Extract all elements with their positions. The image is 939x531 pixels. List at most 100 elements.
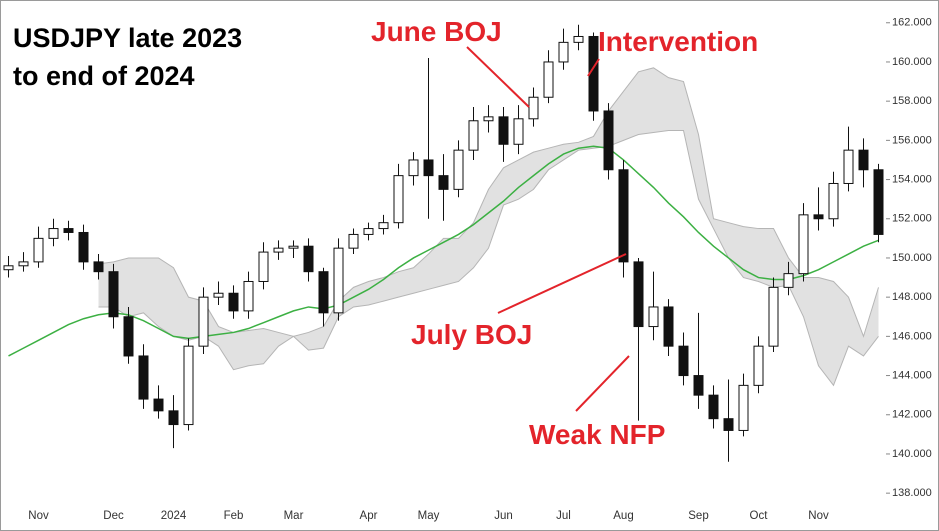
- candle-body: [378, 222, 389, 230]
- candle-body: [603, 110, 614, 171]
- candle-body: [153, 398, 164, 412]
- candle-body: [798, 214, 809, 275]
- candle-body: [498, 116, 509, 145]
- annotation-connector: [466, 46, 530, 108]
- candle-body: [303, 245, 314, 273]
- candle-body: [333, 247, 344, 314]
- moving-average: [8, 145, 879, 357]
- candle-body: [348, 233, 359, 249]
- y-tick-label: 142.000: [892, 409, 932, 421]
- y-tick-label: 154.000: [892, 173, 932, 185]
- candle-body: [408, 159, 419, 177]
- candle-body: [738, 384, 749, 431]
- x-tick-label: Nov: [28, 510, 49, 522]
- candle-body: [558, 41, 569, 63]
- candle-body: [48, 228, 59, 239]
- candle-body: [618, 169, 629, 263]
- chart-title: USDJPY late 2023 to end of 2024: [13, 23, 243, 91]
- candle-body: [63, 228, 74, 233]
- candle-body: [693, 375, 704, 396]
- candle-body: [648, 306, 659, 328]
- y-tick-label: 140.000: [892, 448, 932, 460]
- y-tick-label: 138.000: [892, 487, 932, 499]
- annotation: Weak NFP: [529, 419, 665, 450]
- candle-body: [273, 247, 284, 253]
- annotation-connector: [575, 355, 630, 412]
- y-tick-label: 156.000: [892, 134, 932, 146]
- y-tick-label: 150.000: [892, 252, 932, 264]
- candle-body: [438, 175, 449, 190]
- candle-body: [783, 273, 794, 288]
- candle-body: [633, 261, 644, 328]
- x-tick-label: May: [418, 510, 440, 522]
- cloud-edge: [98, 130, 879, 387]
- candle-body: [543, 61, 554, 98]
- annotation: July BOJ: [411, 319, 532, 350]
- candle-body: [453, 149, 464, 190]
- candle-body: [573, 35, 584, 43]
- annotations: June BOJ Intervention July BOJ Weak NFP: [371, 16, 758, 450]
- candle-body: [213, 292, 224, 298]
- annotation-connector: [587, 58, 600, 77]
- candle-body: [228, 292, 239, 312]
- candle-body: [108, 271, 119, 318]
- y-tick-label: 160.000: [892, 56, 932, 68]
- candle-body: [318, 271, 329, 314]
- candle-body: [753, 345, 764, 386]
- x-tick-label: Aug: [613, 510, 633, 522]
- candle-body: [423, 159, 434, 177]
- y-tick-label: 152.000: [892, 213, 932, 225]
- candle-body: [138, 355, 149, 400]
- candle-body: [468, 120, 479, 151]
- y-tick-label: 148.000: [892, 291, 932, 303]
- x-tick-label: Oct: [750, 510, 769, 522]
- candle-body: [288, 245, 299, 249]
- annotation: Intervention: [598, 26, 758, 57]
- candle-body: [678, 345, 689, 377]
- y-tick-label: 144.000: [892, 369, 932, 381]
- candle-body: [258, 251, 269, 282]
- candle-body: [813, 214, 824, 220]
- candle-body: [513, 118, 524, 145]
- candle-body: [708, 394, 719, 420]
- y-tick-label: 146.000: [892, 330, 932, 342]
- annotation: June BOJ: [371, 16, 502, 47]
- plot-area: 138.000 140.000 142.000 144.000 146.000 148.0…: [3, 17, 932, 522]
- y-tick-label: 162.000: [892, 17, 932, 29]
- x-tick-label: Feb: [224, 510, 244, 522]
- candle-body: [168, 410, 179, 426]
- x-tick-label: Nov: [808, 510, 829, 522]
- candle-body: [198, 296, 209, 347]
- candle-body: [768, 286, 779, 347]
- x-tick-label: Jul: [556, 510, 571, 522]
- candle-body: [663, 306, 674, 347]
- x-tick-label: Mar: [284, 510, 304, 522]
- candle-body: [393, 175, 404, 224]
- x-tick-label: Sep: [688, 510, 708, 522]
- candle-body: [93, 261, 104, 273]
- candle-body: [3, 265, 14, 271]
- x-tick-label: Jun: [494, 510, 513, 522]
- candle-body: [873, 169, 884, 235]
- x-tick-label: Dec: [103, 510, 124, 522]
- candle-body: [363, 228, 374, 235]
- candle-body: [78, 231, 89, 263]
- cloud-fill: [98, 67, 879, 386]
- candle-body: [18, 261, 29, 267]
- y-tick-label: 158.000: [892, 95, 932, 107]
- candle-body: [843, 149, 854, 184]
- candle-body: [33, 237, 44, 263]
- candle-body: [483, 116, 494, 122]
- candle-body: [828, 182, 839, 220]
- candle-body: [858, 149, 869, 171]
- candle-body: [183, 345, 194, 426]
- candle-body: [528, 96, 539, 120]
- candle-body: [723, 418, 734, 431]
- annotation-connector: [497, 253, 627, 314]
- candle-body: [123, 316, 134, 357]
- x-tick-label: 2024: [161, 510, 187, 522]
- cloud-edge: [98, 67, 879, 338]
- candle-body: [243, 280, 254, 312]
